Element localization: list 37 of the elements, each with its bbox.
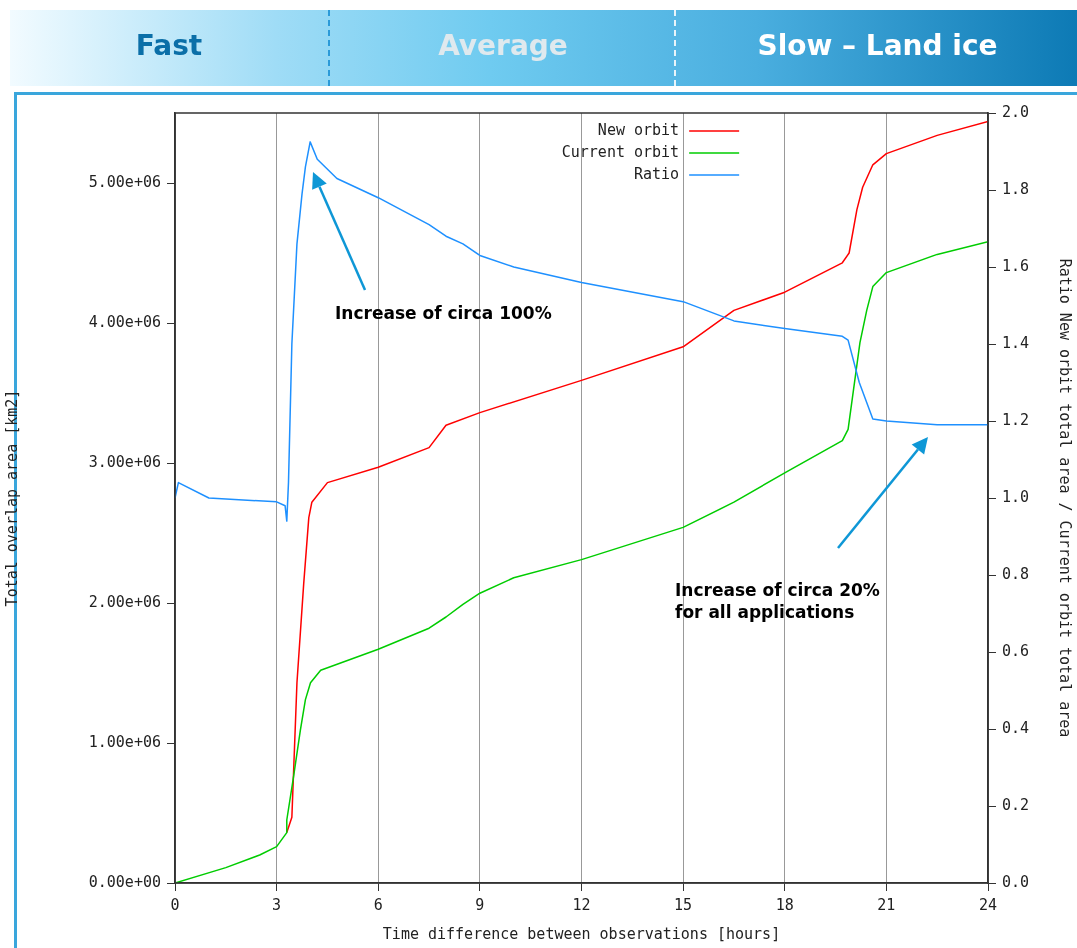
y-tick-label: 0.00e+00 — [88, 872, 161, 891]
y-axis-title: Total overlap area [km2] — [2, 389, 21, 607]
x-tick-label: 15 — [674, 895, 693, 914]
y2-axis-title: Ratio New orbit total area / Current orbit total area — [1056, 258, 1075, 738]
y2-tick-label: 0.0 — [1002, 872, 1030, 891]
x-tick-label: 18 — [775, 895, 794, 914]
x-tick-label: 24 — [978, 895, 998, 914]
y2-tick-label: 0.6 — [1002, 641, 1030, 660]
y2-tick-label: 2.0 — [1002, 102, 1030, 121]
x-tick-label: 0 — [170, 895, 180, 914]
y-tick-label: 2.00e+06 — [88, 592, 161, 611]
y2-tick-label: 0.2 — [1002, 795, 1030, 814]
y-tick-label: 3.00e+06 — [88, 452, 161, 471]
legend-label: Current orbit — [561, 142, 680, 161]
y2-tick-label: 1.6 — [1002, 256, 1030, 275]
text: Slow – Land ice — [674, 10, 1077, 86]
x-tick-label: 21 — [877, 895, 896, 914]
y-tick-label: 1.00e+06 — [88, 732, 161, 751]
y2-tick-label: 0.8 — [1002, 564, 1030, 583]
x-tick-label: 3 — [272, 895, 282, 914]
legend-label: New orbit — [597, 120, 680, 139]
y2-tick-label: 1.4 — [1002, 333, 1030, 352]
x-axis-title: Time difference between observations [hours] — [382, 924, 781, 943]
y2-tick-label: 1.0 — [1002, 487, 1030, 506]
x-tick-label: 12 — [572, 895, 591, 914]
x-tick-label: 6 — [373, 895, 383, 914]
text: Fast — [134, 28, 204, 64]
y-tick-label: 4.00e+06 — [88, 312, 161, 331]
annotation: Increase of circa 20% for all applications — [675, 579, 880, 623]
text: Average — [328, 10, 676, 86]
y2-tick-label: 1.2 — [1002, 410, 1030, 429]
y2-tick-label: 1.8 — [1002, 179, 1030, 198]
x-tick-label: 9 — [475, 895, 485, 914]
y2-tick-label: 0.4 — [1002, 718, 1030, 737]
legend-label: Ratio — [633, 164, 680, 183]
y-tick-label: 5.00e+06 — [88, 172, 161, 191]
annotation: Increase of circa 100% — [335, 302, 552, 324]
